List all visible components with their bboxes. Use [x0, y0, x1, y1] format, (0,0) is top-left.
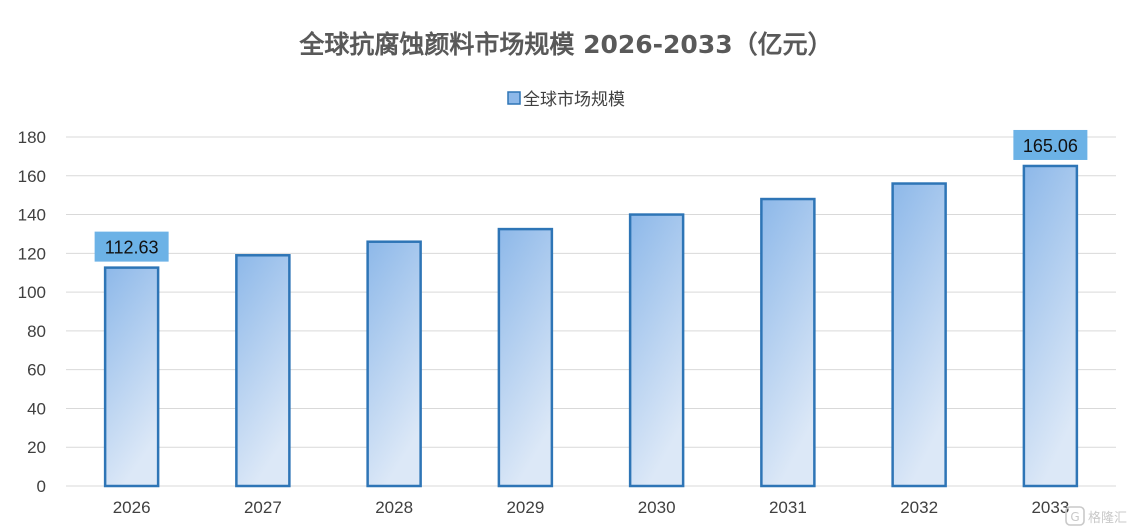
y-tick-label: 0: [37, 477, 46, 496]
y-tick-label: 180: [18, 128, 46, 147]
watermark: G 格隆汇: [1065, 506, 1127, 526]
bar-2032: [891, 182, 947, 488]
data-labels: 112.63 165.06: [94, 129, 1088, 262]
x-tick-label: 2030: [638, 498, 676, 517]
y-tick-label: 60: [27, 361, 46, 380]
y-tick-label: 40: [27, 399, 46, 418]
y-tick-label: 160: [18, 167, 46, 186]
data-label-text: 165.06: [1023, 136, 1078, 156]
data-label-bg: [1013, 129, 1088, 160]
y-tick-label: 120: [18, 244, 46, 263]
bars: [103, 164, 1079, 488]
y-axis: 0 20 40 60 80 100 120 140 160 180: [18, 128, 46, 496]
y-tick-label: 20: [27, 438, 46, 457]
bar-2033: [1022, 164, 1079, 488]
bar-2029: [497, 227, 554, 488]
legend-swatch: [507, 91, 521, 105]
bar-2028: [366, 240, 422, 488]
x-axis: 2026 2027 2028 2029 2030 2031 2032 2033: [113, 498, 1070, 517]
x-tick-label: 2031: [769, 498, 807, 517]
data-label-bg: [94, 231, 169, 262]
watermark-text: 格隆汇: [1088, 510, 1127, 526]
bar-2031: [760, 197, 816, 488]
x-tick-label: 2028: [375, 498, 413, 517]
x-tick-label: 2033: [1031, 498, 1069, 517]
gelonghui-logo-icon: G: [1065, 506, 1085, 526]
bar-2026: [103, 266, 160, 488]
gridlines: [66, 136, 1116, 487]
y-tick-label: 80: [27, 322, 46, 341]
x-tick-label: 2026: [113, 498, 151, 517]
data-label-2033: 165.06: [1013, 129, 1088, 160]
x-tick-label: 2029: [506, 498, 544, 517]
x-tick-label: 2027: [244, 498, 282, 517]
bar-2030: [628, 213, 685, 488]
svg-text:G: G: [1070, 510, 1079, 524]
data-label-text: 112.63: [105, 238, 159, 258]
legend-label: 全球市场规模: [523, 90, 625, 110]
chart-title: 全球抗腐蚀颜料市场规模 2026-2033（亿元）: [298, 30, 832, 59]
y-tick-label: 140: [18, 206, 46, 225]
bar-2027: [235, 254, 291, 488]
legend: 全球市场规模: [507, 90, 625, 110]
x-tick-label: 2032: [900, 498, 938, 517]
data-label-2026: 112.63: [94, 231, 169, 262]
y-tick-label: 100: [18, 283, 46, 302]
